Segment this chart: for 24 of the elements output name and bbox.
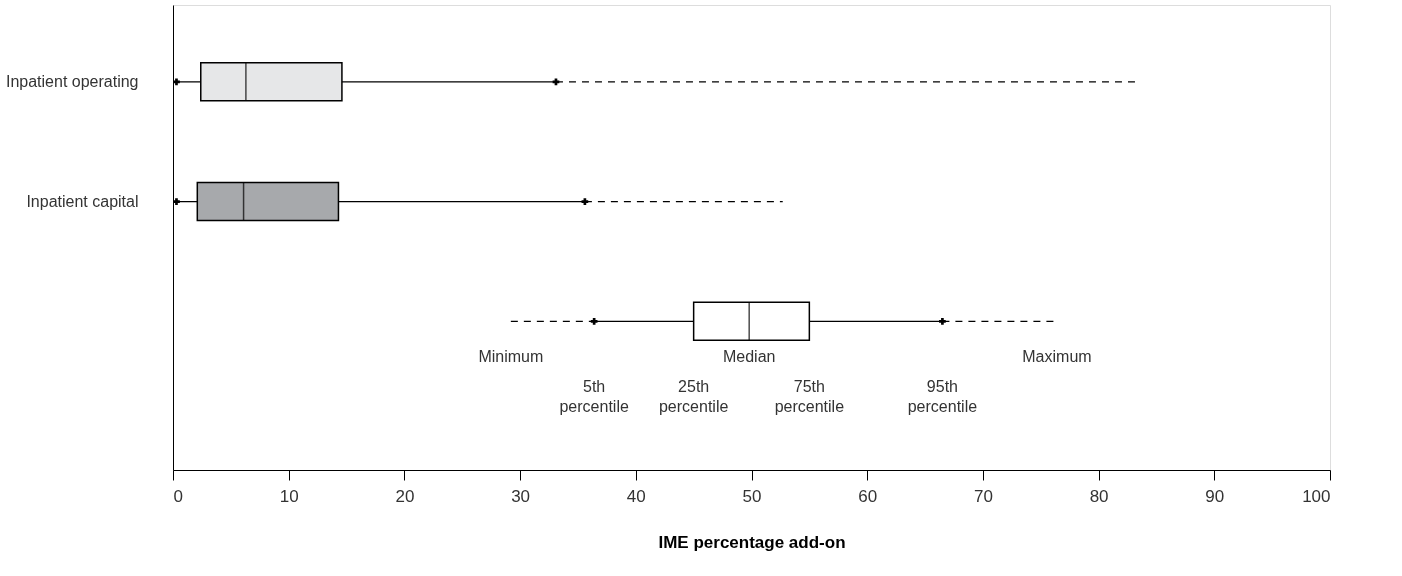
annotation: Median — [722, 348, 776, 366]
annotation: 5th percentile — [559, 378, 629, 416]
y-tick-label: Inpatient capital — [26, 193, 139, 211]
x-tick-label: 60 — [858, 486, 878, 506]
x-tick-label: 0 — [173, 486, 183, 506]
x-tick-label: 70 — [973, 486, 993, 506]
annotation: 75th percentile — [774, 378, 845, 416]
annotation: Maximum — [1022, 348, 1092, 366]
x-tick-label: 90 — [1205, 486, 1225, 506]
x-tick-label: 80 — [1089, 486, 1109, 506]
y-tick-label: Inpatient operating — [5, 73, 139, 91]
x-tick-label: 10 — [279, 486, 299, 506]
annotation: Minimum — [478, 348, 544, 366]
x-tick-label: 40 — [626, 486, 646, 506]
annotation: 95th percentile — [907, 378, 978, 416]
annotation: 25th percentile — [658, 378, 729, 416]
point — [590, 317, 598, 325]
point — [939, 317, 946, 325]
x-tick-label: 100 — [1302, 486, 1331, 506]
x-tick-label: 50 — [742, 486, 762, 506]
x-tick-label: 20 — [395, 486, 415, 506]
x-tick-label: 30 — [511, 486, 531, 506]
point — [581, 198, 589, 205]
x-axis-title: IME percentage add-on — [658, 532, 846, 552]
